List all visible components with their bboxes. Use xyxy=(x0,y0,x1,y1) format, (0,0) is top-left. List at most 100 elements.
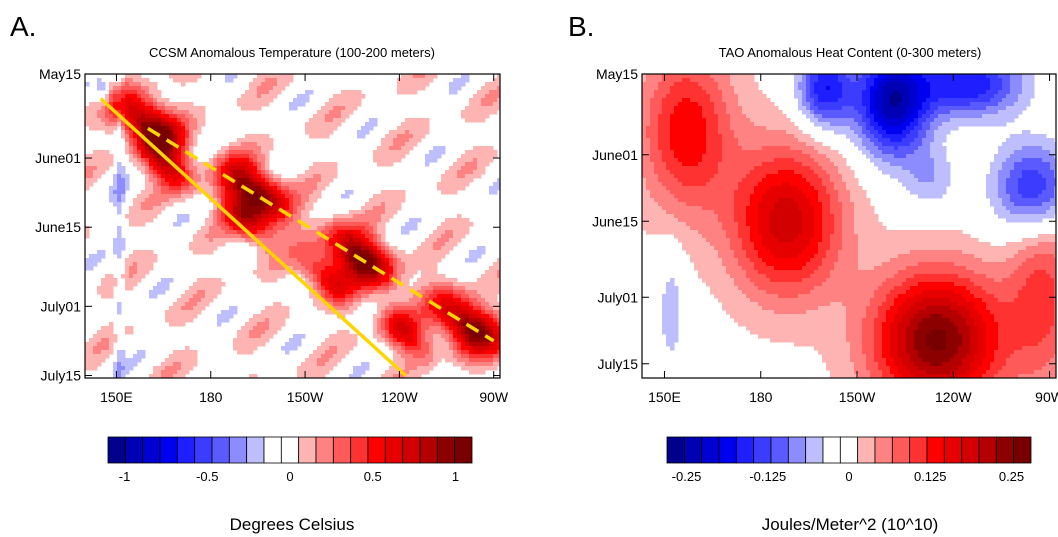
field-cell xyxy=(113,278,118,283)
field-cell xyxy=(141,114,146,119)
field-cell xyxy=(177,150,182,155)
field-cell xyxy=(473,94,478,99)
field-cell xyxy=(245,150,250,155)
field-cell xyxy=(429,274,434,279)
field-cell xyxy=(269,178,274,183)
field-cell xyxy=(1014,90,1019,95)
field-cell xyxy=(401,334,406,339)
field-cell xyxy=(489,366,494,371)
field-cell xyxy=(405,90,410,95)
field-cell xyxy=(325,294,330,299)
field-cell xyxy=(189,350,194,355)
field-cell xyxy=(481,318,486,323)
field-cell xyxy=(425,278,430,283)
field-cell xyxy=(1018,86,1023,91)
field-cell xyxy=(674,90,679,95)
field-cell xyxy=(169,322,174,327)
field-cell xyxy=(261,150,266,155)
field-cell xyxy=(277,218,282,223)
field-cell xyxy=(357,226,362,231)
field-cell xyxy=(117,310,122,315)
field-cell xyxy=(197,162,202,167)
field-cell xyxy=(738,110,743,115)
field-cell xyxy=(393,206,398,211)
field-cell xyxy=(726,90,731,95)
field-cell xyxy=(1014,98,1019,103)
field-cell xyxy=(906,82,911,87)
field-cell xyxy=(237,154,242,159)
field-cell xyxy=(125,182,130,187)
field-cell xyxy=(485,282,490,287)
field-cell xyxy=(329,262,334,267)
field-cell xyxy=(325,286,330,291)
field-cell xyxy=(217,198,222,203)
field-cell xyxy=(349,286,354,291)
field-cell xyxy=(261,194,266,199)
field-cell xyxy=(393,346,398,351)
field-cell xyxy=(317,298,322,303)
field-cell xyxy=(421,134,426,139)
field-cell xyxy=(381,262,386,267)
field-cell xyxy=(854,74,859,79)
field-cell xyxy=(193,106,198,111)
field-cell xyxy=(297,338,302,343)
field-cell xyxy=(213,290,218,295)
field-cell xyxy=(962,90,967,95)
field-cell xyxy=(333,258,338,263)
field-cell xyxy=(269,218,274,223)
field-cell xyxy=(429,338,434,343)
field-cell xyxy=(241,234,246,239)
field-cell xyxy=(201,118,206,123)
field-cell xyxy=(369,282,374,287)
field-cell xyxy=(193,362,198,367)
field-cell xyxy=(193,354,198,359)
field-cell xyxy=(349,238,354,243)
field-cell xyxy=(189,242,194,247)
field-cell xyxy=(441,354,446,359)
field-cell xyxy=(301,238,306,243)
field-cell xyxy=(405,298,410,303)
field-cell xyxy=(465,354,470,359)
field-cell xyxy=(457,222,462,227)
field-cell xyxy=(261,258,266,263)
field-cell xyxy=(830,74,835,79)
field-cell xyxy=(297,250,302,255)
field-cell xyxy=(85,114,90,119)
field-cell xyxy=(401,126,406,131)
field-cell xyxy=(469,158,474,163)
field-cell xyxy=(293,242,298,247)
field-cell xyxy=(449,278,454,283)
field-cell xyxy=(173,358,178,363)
field-cell xyxy=(273,242,278,247)
field-cell xyxy=(445,346,450,351)
field-cell xyxy=(405,330,410,335)
field-cell xyxy=(353,286,358,291)
field-cell xyxy=(89,154,94,159)
field-cell xyxy=(425,354,430,359)
field-cell xyxy=(718,98,723,103)
field-cell xyxy=(405,146,410,151)
field-cell xyxy=(377,146,382,151)
field-cell xyxy=(185,134,190,139)
field-cell xyxy=(441,294,446,299)
field-cell xyxy=(393,254,398,259)
field-cell xyxy=(954,74,959,79)
field-cell xyxy=(902,102,907,107)
field-cell xyxy=(373,202,378,207)
field-cell xyxy=(670,110,675,115)
field-cell xyxy=(165,126,170,131)
field-cell xyxy=(137,74,142,79)
field-cell xyxy=(173,362,178,367)
field-cell xyxy=(485,278,490,283)
field-cell xyxy=(433,318,438,323)
field-cell xyxy=(718,74,723,79)
field-cell xyxy=(493,326,498,331)
field-cell xyxy=(477,302,482,307)
field-cell xyxy=(181,126,186,131)
field-cell xyxy=(225,154,230,159)
field-cell xyxy=(834,74,839,79)
colorbar-swatch xyxy=(332,436,352,464)
field-cell xyxy=(181,74,186,79)
field-cell xyxy=(353,106,358,111)
field-cell xyxy=(978,78,983,83)
